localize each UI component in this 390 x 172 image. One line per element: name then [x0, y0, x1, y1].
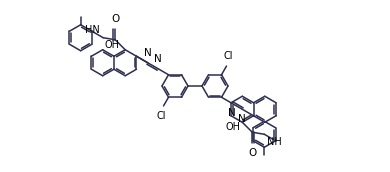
- Text: N: N: [228, 108, 236, 118]
- Text: Cl: Cl: [157, 111, 166, 121]
- Text: OH: OH: [105, 40, 119, 50]
- Text: N: N: [238, 114, 246, 124]
- Text: N: N: [144, 48, 152, 58]
- Text: OH: OH: [225, 122, 241, 132]
- Text: O: O: [111, 14, 119, 24]
- Text: Cl: Cl: [224, 51, 233, 61]
- Text: O: O: [248, 148, 256, 158]
- Text: N: N: [154, 54, 162, 64]
- Text: NH: NH: [267, 137, 282, 147]
- Text: HN: HN: [85, 25, 100, 35]
